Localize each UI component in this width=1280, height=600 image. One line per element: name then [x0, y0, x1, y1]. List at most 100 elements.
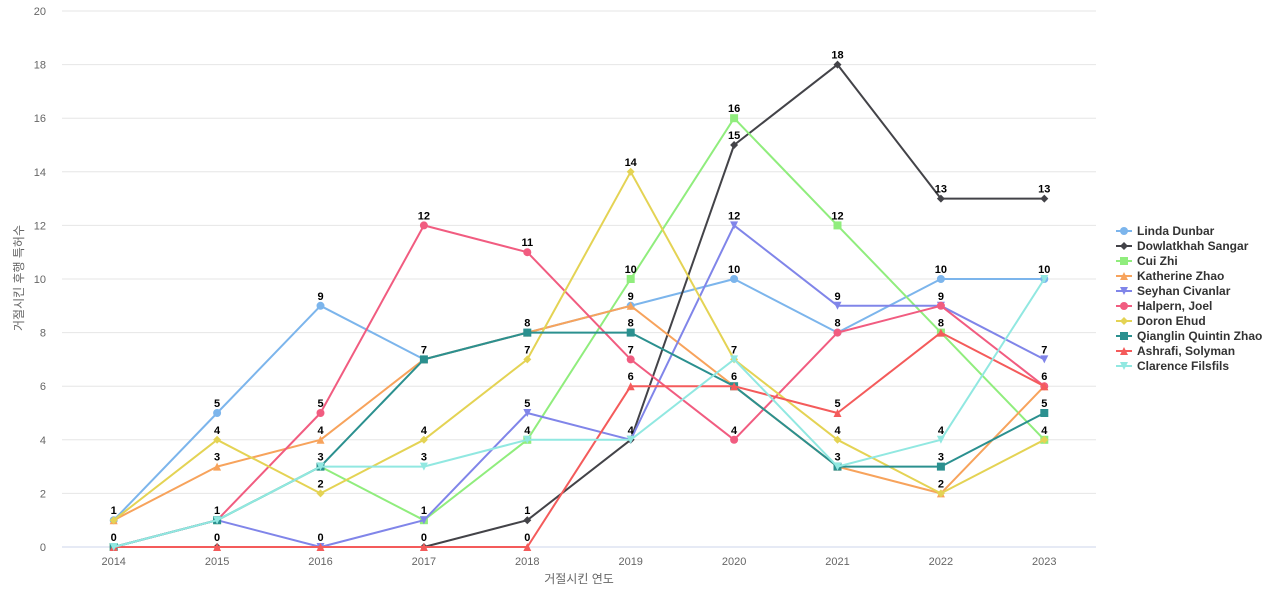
data-label: 16 — [728, 103, 740, 115]
data-point — [316, 435, 325, 444]
data-label: 8 — [628, 318, 634, 330]
x-tick-label: 2017 — [412, 556, 436, 568]
legend-marker — [1120, 227, 1128, 235]
data-label: 12 — [418, 210, 430, 222]
legend-label: Dowlatkhah Sangar — [1137, 239, 1249, 253]
data-label: 7 — [524, 344, 530, 356]
x-axis-title: 거절시킨 연도 — [544, 572, 614, 586]
legend-label: Ashrafi, Solyman — [1137, 344, 1235, 358]
x-tick-label: 2018 — [515, 556, 539, 568]
y-tick-label: 2 — [40, 488, 46, 500]
data-label: 5 — [214, 398, 220, 410]
data-label: 18 — [831, 50, 843, 62]
data-label: 0 — [214, 532, 220, 544]
data-label: 10 — [935, 264, 947, 276]
data-point — [523, 355, 532, 364]
data-label: 4 — [421, 425, 428, 437]
legend-label: Cui Zhi — [1137, 254, 1178, 268]
data-label: 4 — [628, 425, 635, 437]
legend-item[interactable]: Katherine Zhao — [1116, 269, 1224, 283]
data-label: 9 — [938, 291, 944, 303]
data-point — [626, 275, 635, 283]
data-point — [626, 167, 635, 176]
data-point — [833, 221, 842, 230]
data-point — [1040, 275, 1049, 283]
data-point — [730, 141, 739, 149]
data-point — [213, 435, 222, 444]
data-point — [626, 355, 635, 364]
legend-item[interactable]: Doron Ehud — [1116, 314, 1206, 328]
data-point — [833, 328, 842, 337]
y-tick-label: 20 — [34, 6, 46, 18]
x-tick-label: 2016 — [308, 556, 332, 568]
data-point — [523, 328, 532, 337]
data-point — [936, 328, 945, 337]
data-point — [523, 543, 532, 551]
data-label: 9 — [317, 291, 323, 303]
x-tick-label: 2021 — [825, 556, 849, 568]
data-point — [419, 355, 428, 364]
y-tick-label: 8 — [40, 328, 46, 340]
data-point — [936, 301, 945, 310]
legend-item[interactable]: Cui Zhi — [1116, 254, 1178, 268]
data-point — [523, 435, 532, 444]
data-point — [316, 489, 325, 498]
data-point — [730, 435, 739, 444]
legend-label: Clarence Filsfils — [1137, 359, 1229, 373]
data-point — [626, 301, 635, 310]
legend-marker — [1120, 347, 1128, 355]
data-label: 0 — [111, 532, 117, 544]
data-point — [316, 462, 325, 471]
data-label: 7 — [628, 344, 634, 356]
data-point — [833, 409, 842, 417]
data-point — [730, 275, 739, 283]
data-point — [1040, 382, 1049, 391]
series-3 — [109, 301, 1049, 525]
data-label: 0 — [421, 532, 427, 544]
data-label: 4 — [834, 425, 841, 437]
legend-marker — [1120, 317, 1128, 325]
legend-marker — [1120, 242, 1128, 250]
series-6 — [109, 167, 1049, 525]
series-line — [113, 278, 1046, 548]
data-label: 1 — [524, 505, 530, 517]
series-8 — [109, 328, 1049, 551]
legend-item[interactable]: Ashrafi, Solyman — [1116, 344, 1235, 358]
data-label: 1 — [421, 505, 427, 517]
data-label: 2 — [938, 478, 944, 490]
data-point — [419, 462, 428, 471]
legend-item[interactable]: Seyhan Civanlar — [1116, 284, 1231, 298]
legend-item[interactable]: Dowlatkhah Sangar — [1116, 239, 1249, 253]
legend-item[interactable]: Halpern, Joel — [1116, 299, 1212, 313]
data-label: 3 — [421, 452, 427, 464]
legend-item[interactable]: Linda Dunbar — [1116, 224, 1215, 238]
data-point — [730, 221, 739, 230]
data-label: 8 — [938, 318, 944, 330]
x-tick-label: 2020 — [722, 556, 746, 568]
x-tick-label: 2022 — [929, 556, 953, 568]
data-label: 10 — [1038, 264, 1050, 276]
data-point — [523, 516, 532, 525]
legend-marker — [1120, 287, 1128, 295]
x-axis-ticks: 2014 2015 2016 2017 2018 2019 2020 2021 2022 2023 — [101, 556, 1056, 568]
y-tick-label: 16 — [34, 113, 46, 125]
y-tick-label: 18 — [34, 60, 46, 72]
x-tick-label: 2019 — [618, 556, 642, 568]
data-label: 8 — [834, 318, 840, 330]
data-point — [936, 489, 945, 498]
y-tick-label: 6 — [40, 381, 46, 393]
data-label: 4 — [317, 425, 324, 437]
data-label: 13 — [1038, 184, 1050, 196]
data-label: 6 — [628, 371, 634, 383]
legend-label: Linda Dunbar — [1137, 224, 1215, 238]
legend-marker — [1120, 302, 1128, 310]
data-point — [109, 543, 118, 551]
y-axis-title: 거절시킨 후행 특허수 — [11, 225, 26, 331]
data-point — [316, 301, 325, 310]
legend-item[interactable]: Clarence Filsfils — [1116, 359, 1229, 373]
data-label: 12 — [831, 210, 843, 222]
data-labels: 1054310954320127431011875410141098764161… — [111, 50, 1051, 544]
legend-item[interactable]: Qianglin Quintin Zhao — [1116, 329, 1262, 343]
data-label: 6 — [1041, 371, 1047, 383]
data-point — [1040, 409, 1049, 417]
